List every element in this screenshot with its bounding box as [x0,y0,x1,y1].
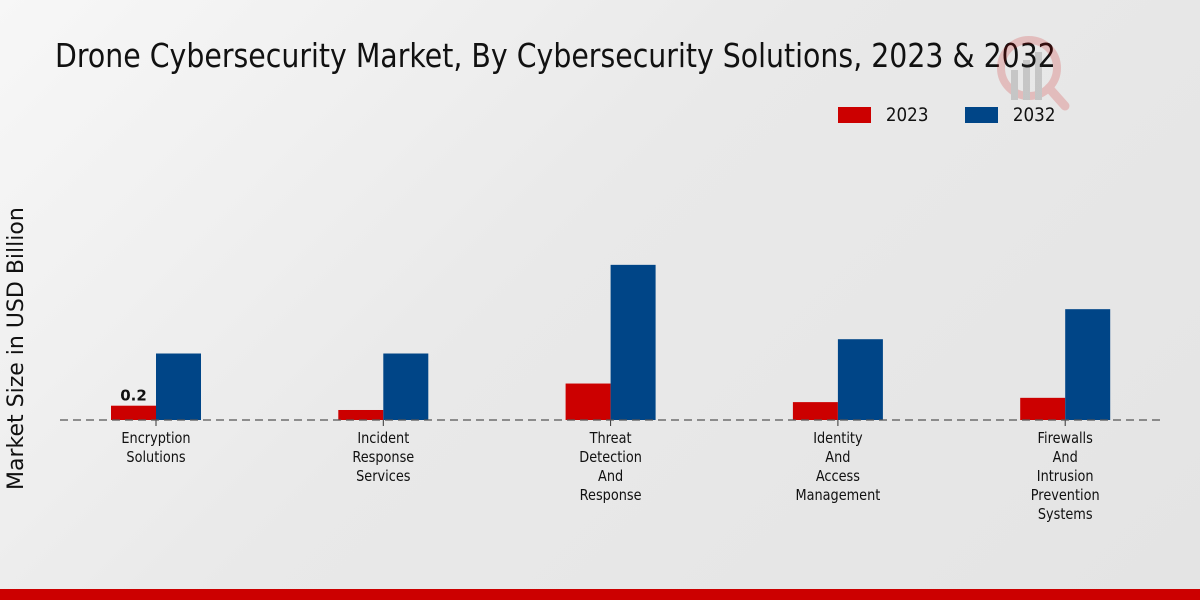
x-tick-label-2-3: Response [580,487,642,504]
x-tick-label-3-1: And [825,449,850,466]
legend-label-2032: 2032 [1013,104,1056,126]
legend-swatch-2032 [965,107,999,123]
chart-title: Drone Cybersecurity Market, By Cybersecu… [55,36,1056,75]
bar-2032-2 [610,264,656,420]
x-tick-label-2-0: Threat [589,430,632,447]
x-tick-label-0-1: Solutions [126,449,185,466]
bar-2032-0 [156,353,201,420]
x-tick-label-1-0: Incident [357,430,409,447]
x-tick-label-2-2: And [598,468,623,485]
legend: 2023 2032 [838,104,1093,126]
x-tick-label-3-2: Access [816,468,860,485]
bar-2023-3 [792,402,838,420]
footer-accent-bar [0,589,1200,600]
bar-2032-1 [383,353,429,420]
bar-2023-2 [565,383,611,420]
legend-item-2032: 2032 [965,104,1058,126]
x-tick-label-0-0: Encryption [121,430,190,447]
x-tick-label-4-0: Firewalls [1038,430,1093,447]
x-tick-label-2-1: Detection [579,449,642,466]
x-tick-label-4-1: And [1053,449,1078,466]
x-tick-label-3-0: Identity [813,430,862,447]
x-tick-label-4-3: Prevention [1031,487,1100,504]
x-tick-label-4-4: Systems [1038,506,1093,523]
x-tick-label-1-2: Services [356,468,410,485]
x-tick-label-1-1: Response [352,449,414,466]
watermark-logo-icon [997,36,1070,111]
bar-2023-4 [1020,397,1066,420]
legend-item-2023: 2023 [838,104,931,126]
bar-2032-4 [1065,309,1111,420]
data-label-0: 0.2 [120,387,147,405]
legend-label-2023: 2023 [885,104,929,126]
bar-2023-1 [338,409,384,420]
x-tick-label-4-2: Intrusion [1037,468,1094,485]
bar-2032-3 [837,339,883,420]
legend-swatch-2023 [838,107,871,123]
bar-2023-0 [111,405,156,420]
x-tick-label-3-3: Management [795,487,880,504]
